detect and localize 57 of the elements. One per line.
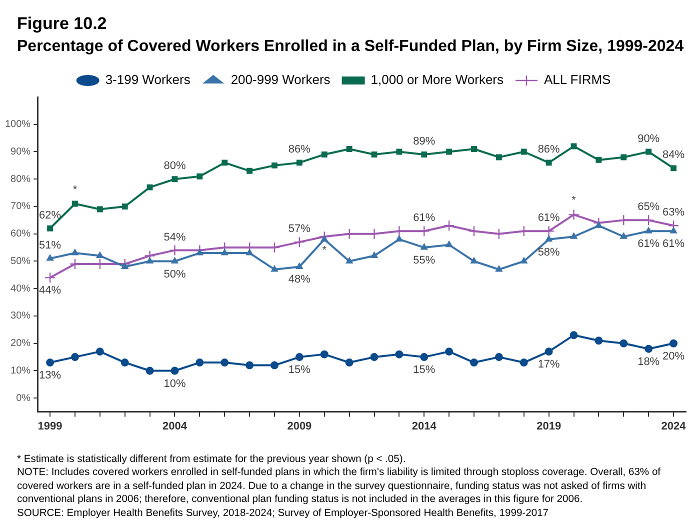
- text: * Estimate is statistically different from estimate for the previous year shown (p < .05).: [17, 453, 407, 466]
- data-label: 15%: [288, 364, 311, 376]
- data-label: 63%: [662, 206, 685, 219]
- x-tick-label: 2024: [661, 420, 687, 432]
- y-tick-label: 60%: [10, 228, 31, 240]
- data-label: 13%: [39, 370, 62, 382]
- x-tick-label: 2009: [287, 420, 312, 432]
- x-tick-label: 2019: [536, 420, 562, 432]
- data-label: 50%: [164, 268, 186, 280]
- annotation: *: [572, 194, 577, 207]
- data-label: 65%: [638, 201, 660, 214]
- legend-label: ALL FIRMS: [544, 72, 612, 88]
- y-tick-label: 80%: [10, 174, 31, 185]
- data-label: 62%: [39, 209, 62, 222]
- chart-title: Figure 10.2: [17, 14, 107, 34]
- y-tick-label: 10%: [10, 365, 31, 376]
- annotation: *: [322, 244, 328, 256]
- data-label: 57%: [288, 223, 311, 236]
- y-tick-label: 30%: [10, 310, 31, 322]
- y-tick-label: 40%: [10, 283, 31, 294]
- data-label: 89%: [413, 136, 436, 148]
- data-label: 55%: [413, 254, 436, 267]
- data-label: 90%: [638, 132, 660, 145]
- annotation: *: [72, 184, 78, 196]
- data-label: 51%: [39, 240, 62, 252]
- data-label: 54%: [164, 231, 186, 244]
- x-tick-label: 1999: [38, 420, 62, 432]
- data-label: 44%: [39, 284, 62, 297]
- data-label: 61%: [413, 212, 436, 224]
- data-label: 61%: [538, 212, 560, 224]
- data-label: 86%: [288, 144, 311, 156]
- data-label: 48%: [288, 274, 311, 286]
- legend-label: 200-999 Workers: [230, 72, 331, 88]
- data-label: 61%: [638, 238, 660, 250]
- legend-label: 1,000 or More Workers: [370, 72, 504, 88]
- data-label: 18%: [638, 356, 660, 368]
- y-tick-label: 0%: [16, 392, 31, 404]
- x-tick-label: 2004: [162, 420, 188, 432]
- data-label: 20%: [662, 350, 685, 362]
- y-tick-label: 20%: [10, 338, 31, 350]
- y-tick-label: 100%: [5, 119, 31, 130]
- data-label: 86%: [538, 144, 560, 156]
- legend-label: 3-199 Workers: [105, 72, 191, 88]
- data-label: 58%: [538, 246, 560, 258]
- data-label: 15%: [413, 364, 436, 376]
- text: NOTE: Includes covered workers enrolled in self-funded plans in which the firm's liability is limited through stoploss coverage. Overall, 63% of covered workers are in a self-funded plan in 2024. Due to a change in the survey questionnaire, funding status was not asked of firms with conventional plans in 2006; therefore, conventional plan funding status is not included in the averages in this figure for 2006.: [17, 466, 662, 507]
- source-note: SOURCE: Employer Health Benefits Survey, 2018-2024; Survey of Employer-Sponsored Health Benefits, 1999-2017: [17, 506, 550, 520]
- data-label: 10%: [164, 378, 186, 390]
- y-tick-label: 90%: [10, 146, 31, 158]
- x-tick-label: 2014: [412, 420, 438, 432]
- data-label: 17%: [538, 358, 560, 371]
- y-tick-label: 50%: [10, 256, 31, 267]
- y-tick-label: 70%: [10, 201, 31, 212]
- data-label: 61%: [662, 238, 685, 250]
- data-label: 84%: [662, 149, 685, 162]
- data-label: 80%: [164, 160, 186, 172]
- chart-subtitle: Percentage of Covered Workers Enrolled in a Self-Funded Plan, by Firm Size, 1999-2024: [17, 38, 684, 56]
